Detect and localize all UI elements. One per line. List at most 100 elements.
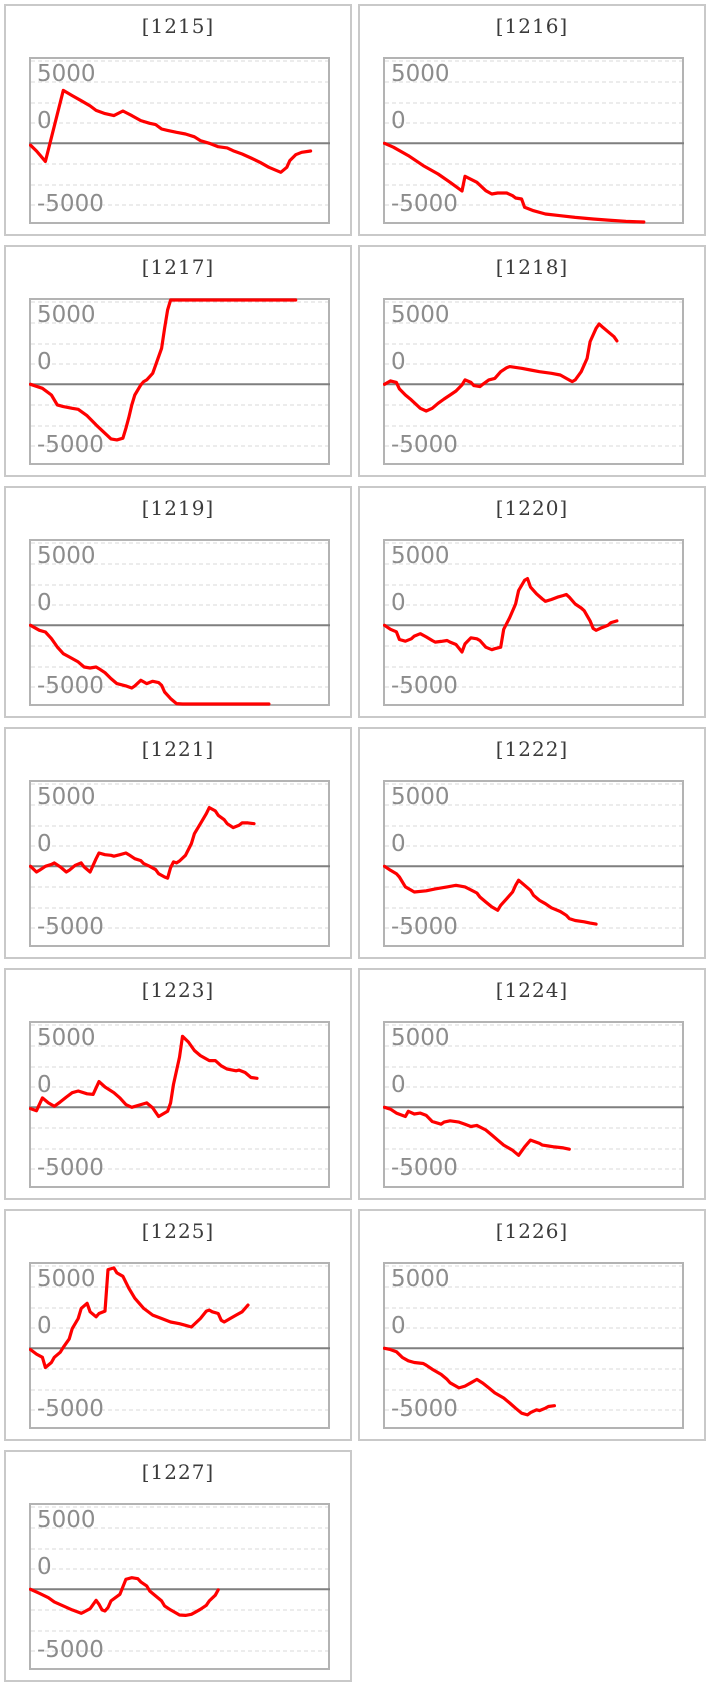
- plot-border: [383, 539, 684, 706]
- slump-line-chart: 5000 0 -5000: [29, 1262, 330, 1429]
- y-axis-label: 0: [391, 831, 406, 857]
- y-axis-label: -5000: [391, 1155, 458, 1181]
- chart-card: [1224] 5000 0 -5000: [358, 968, 706, 1200]
- slump-line-chart: 5000 0 -5000: [383, 539, 684, 706]
- slump-line-chart: 5000 0 -5000: [29, 539, 330, 706]
- y-axis-label: 5000: [37, 1266, 96, 1292]
- y-axis-label: 5000: [37, 61, 96, 87]
- chart-title: [1216]: [495, 14, 569, 38]
- slump-line-chart: 5000 0 -5000: [383, 298, 684, 465]
- y-axis-label: 5000: [37, 1507, 96, 1533]
- data-line: [29, 1266, 250, 1370]
- data-line: [29, 1034, 259, 1119]
- chart-title: [1223]: [141, 978, 215, 1002]
- y-axis-label: 5000: [391, 1266, 450, 1292]
- slump-line-chart: 5000 0 -5000: [383, 1021, 684, 1188]
- y-axis-label: -5000: [391, 914, 458, 940]
- slump-line-chart: 5000 0 -5000: [29, 298, 330, 465]
- slump-line-chart: 5000 0 -5000: [383, 780, 684, 947]
- data-line: [383, 1346, 556, 1417]
- slump-line-chart: 5000 0 -5000: [29, 1503, 330, 1670]
- data-line: [29, 1576, 220, 1618]
- y-axis-label: -5000: [391, 191, 458, 217]
- y-axis-label: 5000: [37, 543, 96, 569]
- chart-card: [1221] 5000 0 -5000: [4, 727, 352, 959]
- chart-title: [1217]: [141, 255, 215, 279]
- y-axis-label: 0: [37, 349, 52, 375]
- slump-line-chart: 5000 0 -5000: [29, 1021, 330, 1188]
- chart-title: [1224]: [495, 978, 569, 1002]
- chart-title: [1222]: [495, 737, 569, 761]
- y-axis-label: 0: [37, 1554, 52, 1580]
- y-axis-label: 0: [391, 349, 406, 375]
- y-axis-label: -5000: [37, 914, 104, 940]
- chart-card: [1218] 5000 0 -5000: [358, 245, 706, 477]
- y-axis-label: -5000: [37, 673, 104, 699]
- y-axis-label: 5000: [391, 61, 450, 87]
- plot-border: [383, 298, 684, 465]
- y-axis-label: 0: [391, 1072, 406, 1098]
- chart-title: [1215]: [141, 14, 215, 38]
- chart-card: [1222] 5000 0 -5000: [358, 727, 706, 959]
- data-line: [383, 322, 619, 413]
- data-line: [29, 623, 271, 706]
- y-axis-label: 0: [37, 1072, 52, 1098]
- data-line: [29, 88, 313, 174]
- chart-title: [1221]: [141, 737, 215, 761]
- plot-border: [29, 1262, 330, 1429]
- data-line: [383, 1105, 571, 1157]
- data-line: [29, 298, 298, 442]
- chart-card: [1216] 5000 0 -5000: [358, 4, 706, 236]
- chart-card: [1219] 5000 0 -5000: [4, 486, 352, 718]
- chart-card: [1220] 5000 0 -5000: [358, 486, 706, 718]
- y-axis-label: 0: [37, 1313, 52, 1339]
- slump-line-chart: 5000 0 -5000: [29, 780, 330, 947]
- charts-grid: [1215] 5000 0 -5000 [1216] 5000 0 -5000 [1217] 50…: [4, 4, 706, 1682]
- y-axis-label: 5000: [391, 302, 450, 328]
- y-axis-label: 5000: [37, 1025, 96, 1051]
- data-line: [29, 806, 256, 880]
- plot-border: [29, 57, 330, 224]
- plot-border: [383, 1262, 684, 1429]
- y-axis-label: -5000: [391, 673, 458, 699]
- y-axis-label: -5000: [37, 1396, 104, 1422]
- y-axis-label: 0: [391, 1313, 406, 1339]
- chart-card: [1227] 5000 0 -5000: [4, 1450, 352, 1682]
- chart-card: [1226] 5000 0 -5000: [358, 1209, 706, 1441]
- y-axis-label: 0: [37, 590, 52, 616]
- slump-line-chart: 5000 0 -5000: [29, 57, 330, 224]
- plot-border: [383, 57, 684, 224]
- slump-line-chart: 5000 0 -5000: [383, 1262, 684, 1429]
- chart-title: [1227]: [141, 1460, 215, 1484]
- y-axis-label: 5000: [37, 302, 96, 328]
- chart-title: [1219]: [141, 496, 215, 520]
- y-axis-label: 5000: [391, 1025, 450, 1051]
- y-axis-label: -5000: [391, 1396, 458, 1422]
- chart-title: [1225]: [141, 1219, 215, 1243]
- chart-title: [1218]: [495, 255, 569, 279]
- y-axis-label: 5000: [391, 543, 450, 569]
- plot-border: [29, 1503, 330, 1670]
- chart-card: [1223] 5000 0 -5000: [4, 968, 352, 1200]
- y-axis-label: 0: [37, 831, 52, 857]
- y-axis-label: -5000: [37, 191, 104, 217]
- y-axis-label: 5000: [391, 784, 450, 810]
- chart-card: [1225] 5000 0 -5000: [4, 1209, 352, 1441]
- chart-title: [1220]: [495, 496, 569, 520]
- plot-border: [383, 780, 684, 947]
- chart-card: [1215] 5000 0 -5000: [4, 4, 352, 236]
- plot-border: [29, 539, 330, 706]
- y-axis-label: 5000: [37, 784, 96, 810]
- plot-border: [383, 1021, 684, 1188]
- slump-line-chart: 5000 0 -5000: [383, 57, 684, 224]
- data-line: [383, 864, 598, 926]
- y-axis-label: 0: [391, 108, 406, 134]
- data-line: [383, 576, 619, 654]
- data-line: [383, 141, 646, 224]
- y-axis-label: -5000: [37, 432, 104, 458]
- chart-card: [1217] 5000 0 -5000: [4, 245, 352, 477]
- y-axis-label: -5000: [37, 1637, 104, 1663]
- y-axis-label: -5000: [37, 1155, 104, 1181]
- chart-title: [1226]: [495, 1219, 569, 1243]
